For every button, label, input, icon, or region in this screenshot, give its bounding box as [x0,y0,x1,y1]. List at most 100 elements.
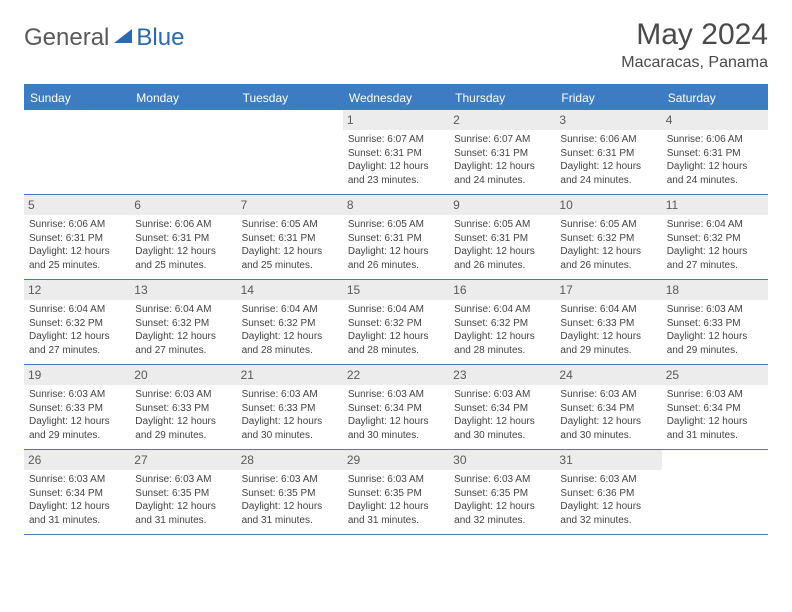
day-number: 20 [130,365,236,385]
daylight-text: Daylight: 12 hours and 26 minutes. [348,245,444,272]
daylight-text: Daylight: 12 hours and 29 minutes. [667,330,763,357]
day-info: Sunrise: 6:05 AMSunset: 6:31 PMDaylight:… [348,218,444,272]
daylight-text: Daylight: 12 hours and 29 minutes. [29,415,125,442]
day-number: 7 [237,195,343,215]
day-info: Sunrise: 6:03 AMSunset: 6:34 PMDaylight:… [454,388,550,442]
sunset-text: Sunset: 6:33 PM [135,402,231,416]
sunset-text: Sunset: 6:31 PM [135,232,231,246]
day-cell: . [237,110,343,194]
logo-text-1: General [24,24,109,52]
weekday-header: Sunday [24,86,130,110]
day-number: 8 [343,195,449,215]
day-info: Sunrise: 6:05 AMSunset: 6:31 PMDaylight:… [242,218,338,272]
sunrise-text: Sunrise: 6:03 AM [454,388,550,402]
day-cell: 13Sunrise: 6:04 AMSunset: 6:32 PMDayligh… [130,280,236,364]
sunset-text: Sunset: 6:31 PM [242,232,338,246]
day-info: Sunrise: 6:04 AMSunset: 6:32 PMDaylight:… [454,303,550,357]
day-info: Sunrise: 6:03 AMSunset: 6:35 PMDaylight:… [242,473,338,527]
day-cell: 28 Sunrise: 6:03 AMSunset: 6:35 PMDayligh… [237,450,343,534]
week-row: 12Sunrise: 6:04 AMSunset: 6:32 PMDayligh… [24,280,768,365]
daylight-text: Daylight: 12 hours and 25 minutes. [29,245,125,272]
day-cell: 18Sunrise: 6:03 AMSunset: 6:33 PMDayligh… [662,280,768,364]
sunrise-text: Sunrise: 6:06 AM [135,218,231,232]
daylight-text: Daylight: 12 hours and 28 minutes. [242,330,338,357]
day-cell: 31Sunrise: 6:03 AMSunset: 6:36 PMDayligh… [555,450,661,534]
sunset-text: Sunset: 6:32 PM [29,317,125,331]
day-number: 1 [343,110,449,130]
day-info: Sunrise: 6:03 AMSunset: 6:35 PMDaylight:… [348,473,444,527]
sunrise-text: Sunrise: 6:06 AM [29,218,125,232]
day-number: 19 [24,365,130,385]
weeks-container: ...1Sunrise: 6:07 AMSunset: 6:31 PMDayli… [24,110,768,535]
sunrise-text: Sunrise: 6:04 AM [348,303,444,317]
day-number: 28 [237,450,343,470]
day-cell: 20Sunrise: 6:03 AMSunset: 6:33 PMDayligh… [130,365,236,449]
day-info: Sunrise: 6:06 AMSunset: 6:31 PMDaylight:… [667,133,763,187]
weekday-header: Tuesday [237,86,343,110]
sunset-text: Sunset: 6:32 PM [454,317,550,331]
sunset-text: Sunset: 6:35 PM [348,487,444,501]
daylight-text: Daylight: 12 hours and 25 minutes. [242,245,338,272]
day-cell: 22Sunrise: 6:03 AMSunset: 6:34 PMDayligh… [343,365,449,449]
sunset-text: Sunset: 6:31 PM [29,232,125,246]
sunrise-text: Sunrise: 6:05 AM [454,218,550,232]
day-number: 15 [343,280,449,300]
day-info: Sunrise: 6:03 AMSunset: 6:33 PMDaylight:… [242,388,338,442]
sunrise-text: Sunrise: 6:03 AM [454,473,550,487]
sunset-text: Sunset: 6:31 PM [667,147,763,161]
day-info: Sunrise: 6:03 AMSunset: 6:35 PMDaylight:… [135,473,231,527]
week-row: 5Sunrise: 6:06 AMSunset: 6:31 PMDaylight… [24,195,768,280]
day-cell: 29Sunrise: 6:03 AMSunset: 6:35 PMDayligh… [343,450,449,534]
day-cell: . [662,450,768,534]
sunset-text: Sunset: 6:33 PM [242,402,338,416]
sunrise-text: Sunrise: 6:04 AM [29,303,125,317]
sunrise-text: Sunrise: 6:03 AM [667,388,763,402]
sunrise-text: Sunrise: 6:05 AM [242,218,338,232]
day-number: 9 [449,195,555,215]
day-info: Sunrise: 6:07 AMSunset: 6:31 PMDaylight:… [348,133,444,187]
day-number: 24 [555,365,661,385]
sunset-text: Sunset: 6:35 PM [242,487,338,501]
day-info: Sunrise: 6:05 AMSunset: 6:32 PMDaylight:… [560,218,656,272]
sunrise-text: Sunrise: 6:06 AM [667,133,763,147]
week-row: ...1Sunrise: 6:07 AMSunset: 6:31 PMDayli… [24,110,768,195]
day-cell: 7 Sunrise: 6:05 AMSunset: 6:31 PMDaylight… [237,195,343,279]
sunset-text: Sunset: 6:36 PM [560,487,656,501]
day-cell: 19Sunrise: 6:03 AMSunset: 6:33 PMDayligh… [24,365,130,449]
day-info: Sunrise: 6:03 AMSunset: 6:34 PMDaylight:… [348,388,444,442]
daylight-text: Daylight: 12 hours and 29 minutes. [560,330,656,357]
day-info: Sunrise: 6:03 AMSunset: 6:34 PMDaylight:… [560,388,656,442]
day-cell: 11Sunrise: 6:04 AMSunset: 6:32 PMDayligh… [662,195,768,279]
day-info: Sunrise: 6:06 AMSunset: 6:31 PMDaylight:… [135,218,231,272]
weekday-header: Wednesday [343,86,449,110]
day-cell: 27Sunrise: 6:03 AMSunset: 6:35 PMDayligh… [130,450,236,534]
day-info: Sunrise: 6:04 AMSunset: 6:32 PMDaylight:… [242,303,338,357]
daylight-text: Daylight: 12 hours and 31 minutes. [242,500,338,527]
sunset-text: Sunset: 6:31 PM [454,147,550,161]
sunrise-text: Sunrise: 6:04 AM [135,303,231,317]
daylight-text: Daylight: 12 hours and 24 minutes. [667,160,763,187]
sunrise-text: Sunrise: 6:03 AM [29,388,125,402]
daylight-text: Daylight: 12 hours and 27 minutes. [667,245,763,272]
daylight-text: Daylight: 12 hours and 28 minutes. [348,330,444,357]
day-info: Sunrise: 6:04 AMSunset: 6:32 PMDaylight:… [667,218,763,272]
day-number: 25 [662,365,768,385]
daylight-text: Daylight: 12 hours and 28 minutes. [454,330,550,357]
day-cell: 23Sunrise: 6:03 AMSunset: 6:34 PMDayligh… [449,365,555,449]
sunset-text: Sunset: 6:34 PM [667,402,763,416]
day-info: Sunrise: 6:03 AMSunset: 6:35 PMDaylight:… [454,473,550,527]
day-cell: 17Sunrise: 6:04 AMSunset: 6:33 PMDayligh… [555,280,661,364]
week-row: 26Sunrise: 6:03 AMSunset: 6:34 PMDayligh… [24,450,768,535]
day-number: 2 [449,110,555,130]
day-cell: 1 Sunrise: 6:07 AMSunset: 6:31 PMDaylight… [343,110,449,194]
sunrise-text: Sunrise: 6:04 AM [242,303,338,317]
sunset-text: Sunset: 6:34 PM [560,402,656,416]
day-info: Sunrise: 6:03 AMSunset: 6:34 PMDaylight:… [667,388,763,442]
day-number: 10 [555,195,661,215]
sunrise-text: Sunrise: 6:03 AM [242,473,338,487]
calendar-page: General Blue May 2024 Macaracas, Panama … [0,0,792,553]
daylight-text: Daylight: 12 hours and 24 minutes. [560,160,656,187]
day-info: Sunrise: 6:05 AMSunset: 6:31 PMDaylight:… [454,218,550,272]
day-info: Sunrise: 6:04 AMSunset: 6:32 PMDaylight:… [29,303,125,357]
day-number: 4 [662,110,768,130]
